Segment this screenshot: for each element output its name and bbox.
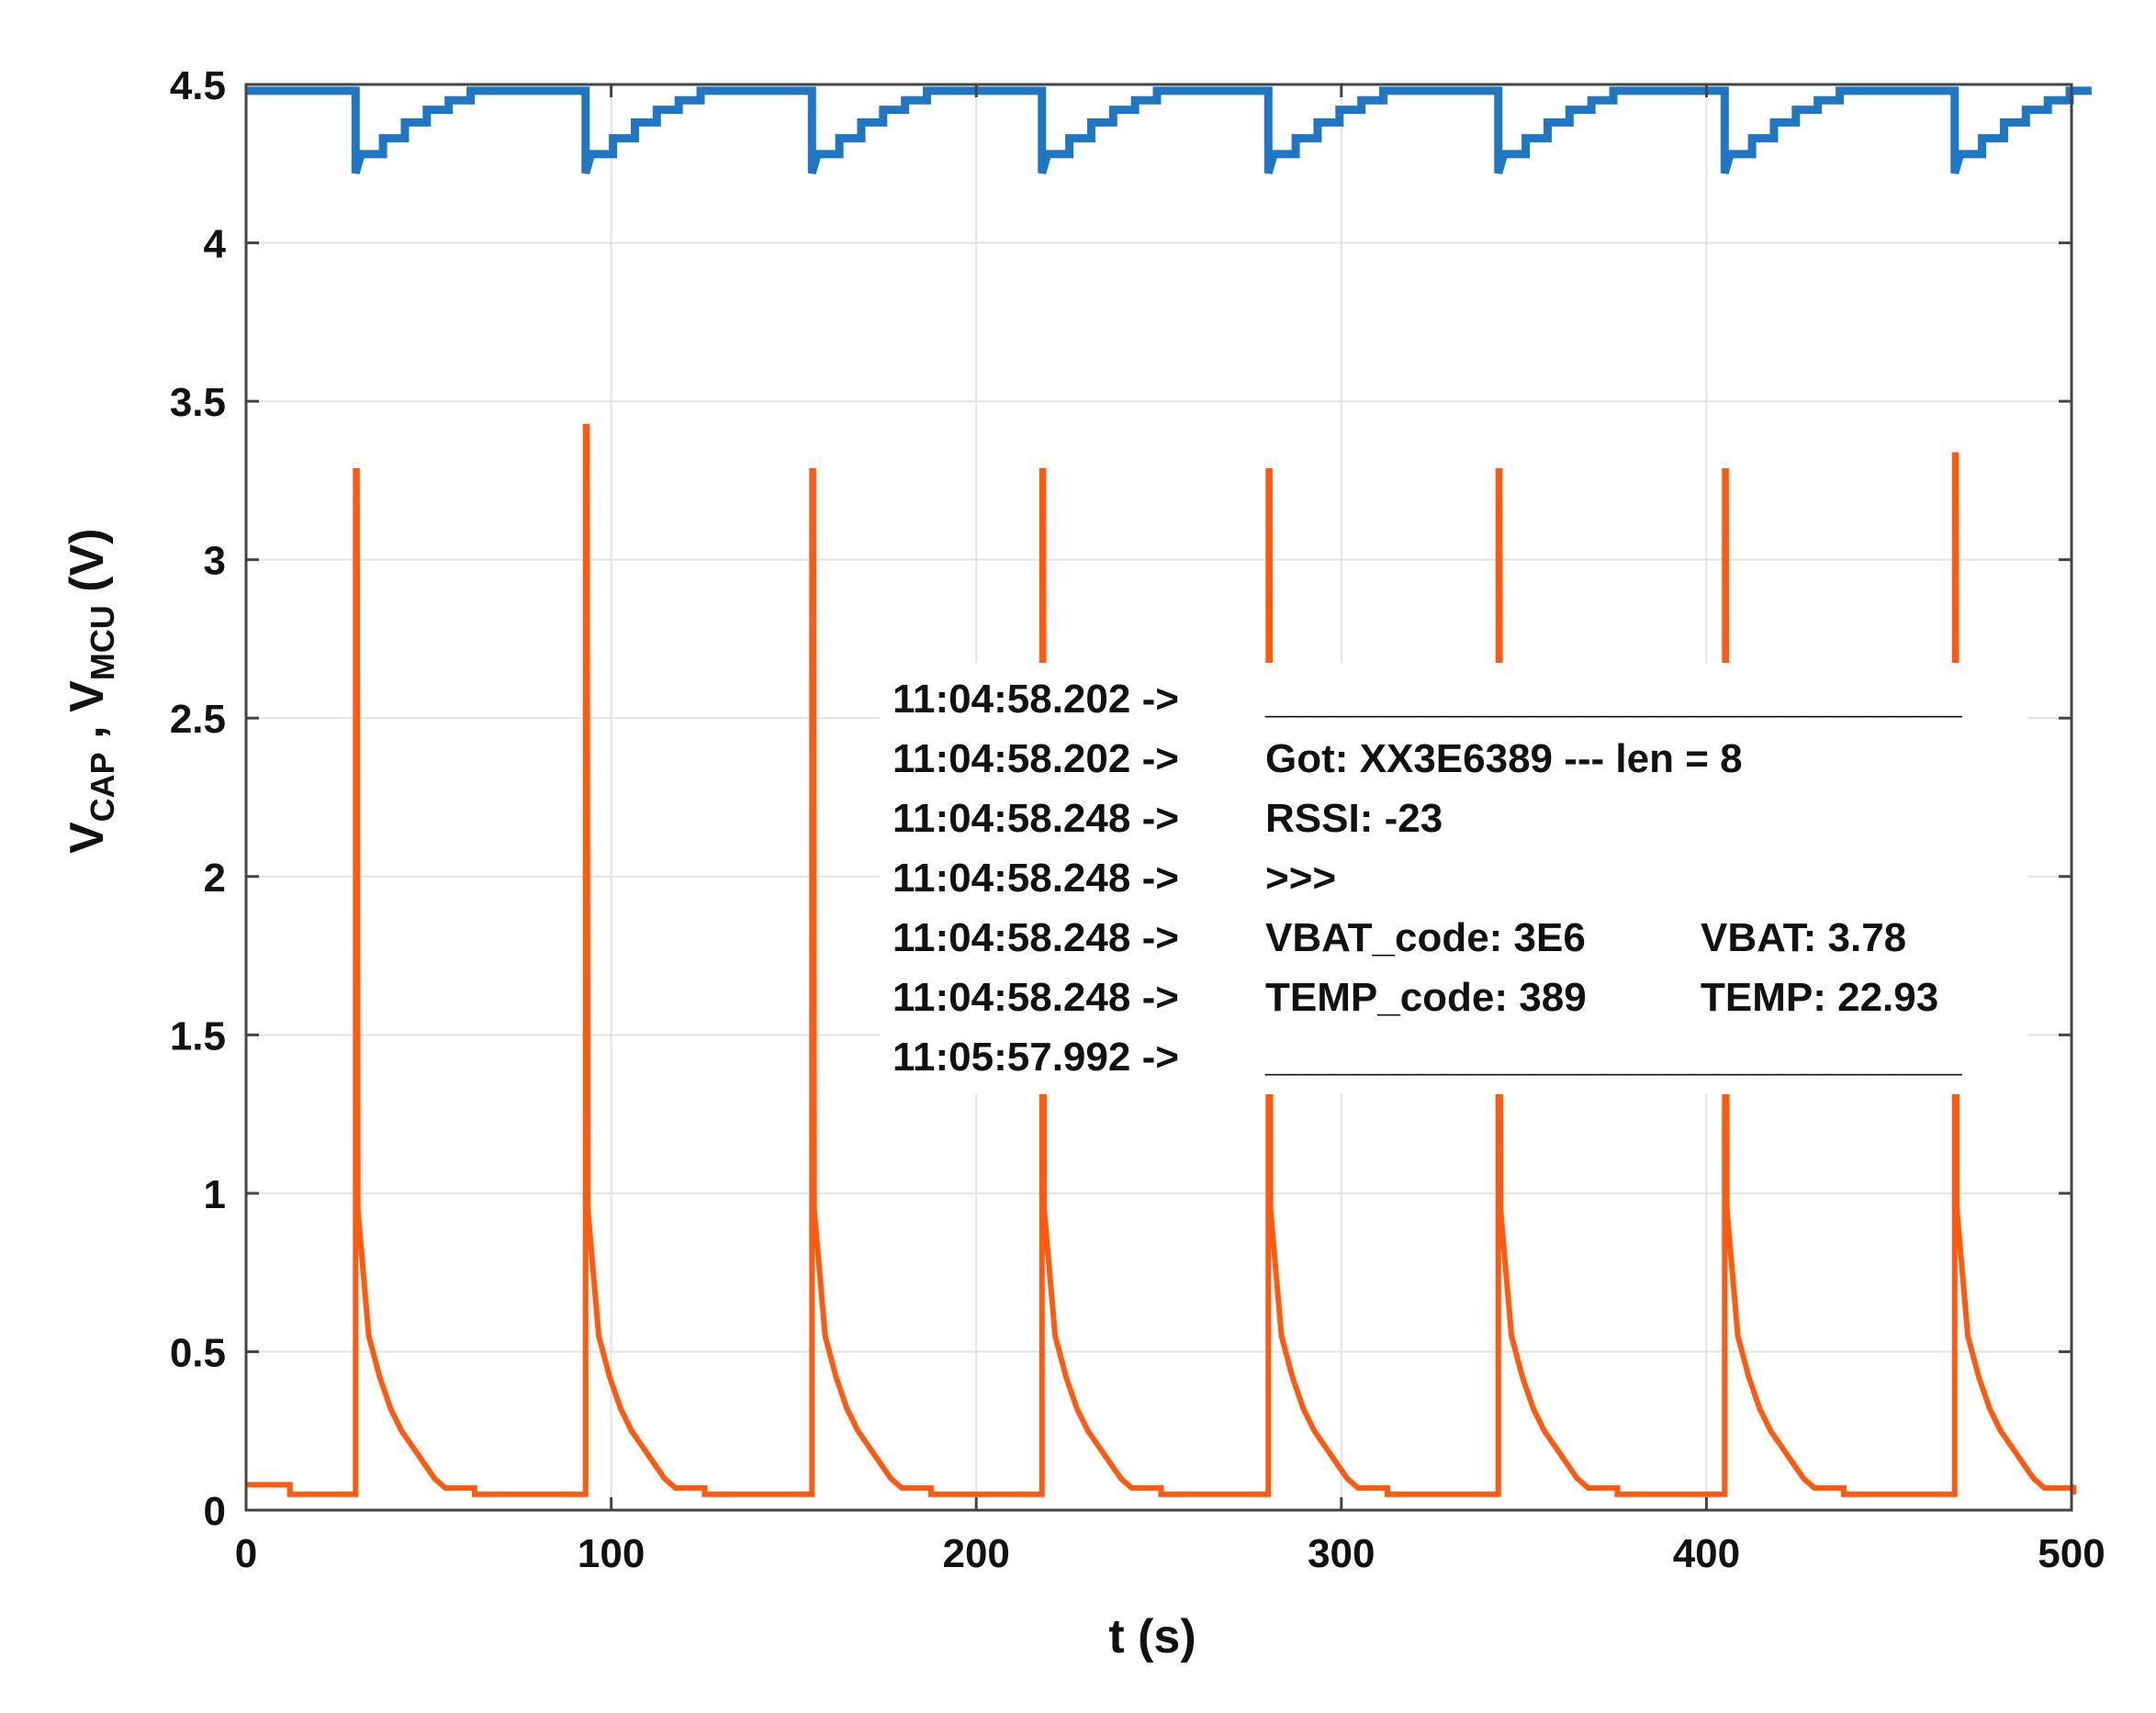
log-timestamp: 11:04:58.248 ->: [893, 856, 1179, 901]
y-tick-label: 4: [204, 222, 227, 267]
log-message: Got: XX3E6389 --- len = 8: [1265, 736, 1743, 781]
log-timestamp: 11:05:57.992 ->: [893, 1035, 1179, 1080]
serial-log-annotation: 11:04:58.202 -> _________________________…: [880, 663, 2027, 1094]
log-timestamp: 11:04:58.248 ->: [893, 915, 1179, 960]
log-timestamp: 11:04:58.248 ->: [893, 796, 1179, 841]
annotation-background: [880, 663, 2027, 1094]
x-tick-label: 0: [235, 1531, 257, 1576]
y-axis-label: VCAP , VMCU (V): [61, 529, 121, 854]
tick-labels: 0 100 200 300 400 500 0 0.5 1 1.5 2 2.5 3 3.5 4 4.5: [170, 63, 2105, 1576]
series-vcap-line: [246, 86, 2092, 174]
y-label-unit: (V): [61, 529, 114, 606]
y-label-v2: V: [61, 680, 114, 712]
y-label-v1: V: [61, 822, 114, 854]
x-tick-label: 300: [1308, 1531, 1375, 1576]
log-timestamp: 11:04:58.202 ->: [893, 677, 1179, 722]
y-label-sep: ,: [61, 712, 114, 752]
log-extra: TEMP: 22.93: [1701, 975, 1938, 1020]
y-tick-label: 3: [204, 539, 226, 584]
y-tick-label: 2.5: [170, 697, 226, 742]
x-tick-label: 200: [942, 1531, 1009, 1576]
log-timestamp: 11:04:58.248 ->: [893, 975, 1179, 1020]
y-tick-label: 4.5: [170, 63, 226, 108]
x-tick-label: 400: [1673, 1531, 1740, 1576]
x-tick-label: 500: [2038, 1531, 2105, 1576]
x-axis-label: t (s): [1108, 1610, 1196, 1663]
plot-frame: [244, 83, 2073, 1512]
log-message: _______________________________: [1264, 677, 1962, 722]
y-label-v2-sub: MCU: [84, 605, 121, 680]
y-tick-label: 1: [204, 1172, 226, 1217]
log-extra: VBAT: 3.78: [1701, 915, 1906, 960]
y-tick-label: 0.5: [170, 1330, 226, 1375]
log-message: >>>: [1265, 856, 1336, 901]
log-timestamp: 11:04:58.202 ->: [893, 736, 1179, 781]
y-tick-label: 1.5: [170, 1013, 226, 1058]
log-message: _______________________________: [1264, 1035, 1962, 1080]
log-message: VBAT_code: 3E6: [1265, 915, 1586, 960]
series-vmcu-line: [246, 423, 2077, 1497]
y-label-v1-sub: CAP: [84, 752, 121, 822]
y-tick-label: 0: [204, 1489, 226, 1534]
y-tick-label: 2: [204, 856, 226, 901]
series-group: [246, 86, 2092, 1497]
log-message: RSSI: -23: [1265, 796, 1443, 841]
x-tick-label: 100: [578, 1531, 645, 1576]
y-tick-label: 3.5: [170, 380, 226, 425]
log-message: TEMP_code: 389: [1265, 975, 1587, 1020]
